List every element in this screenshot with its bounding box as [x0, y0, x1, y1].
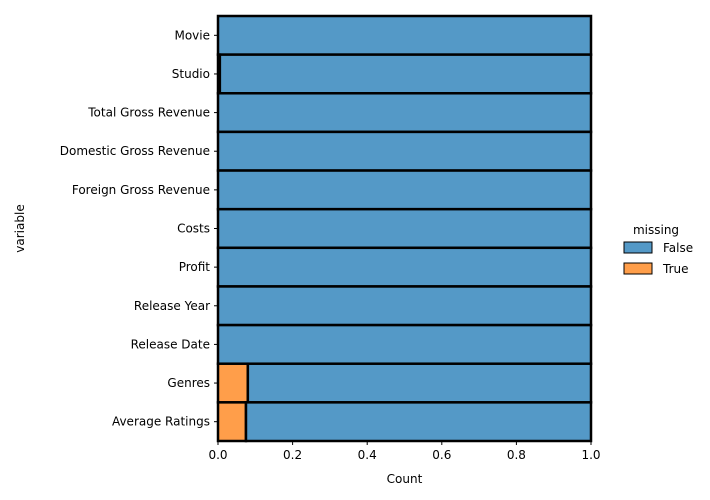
bar-release-year-false [216, 285, 593, 327]
y-tick-label: Release Date [131, 337, 210, 351]
bar-average-ratings-false [244, 401, 593, 443]
bar-costs-false [216, 207, 593, 250]
legend-title: missing [633, 223, 679, 237]
bar-studio-false [218, 53, 593, 95]
y-tick-label: Movie [174, 28, 210, 42]
bars-group [216, 14, 593, 443]
x-axis-label: Count [387, 472, 423, 486]
bar-release-date-false [216, 323, 593, 365]
legend-label-false: False [663, 241, 693, 255]
y-tick-label: Release Year [134, 299, 210, 313]
legend-label-true: True [662, 262, 689, 276]
x-tick-label: 0.8 [507, 448, 526, 462]
bar-profit-false [216, 246, 593, 288]
x-tick-label: 0.2 [283, 448, 302, 462]
bar-domestic-gross-revenue-false [216, 130, 593, 172]
y-tick-label: Domestic Gross Revenue [60, 144, 210, 158]
y-axis-ticks: Movie Studio Total Gross Revenue Domestic G… [60, 28, 218, 429]
legend-swatch-true [623, 262, 653, 275]
x-tick-label: 0.6 [432, 448, 451, 462]
y-axis-label: variable [13, 204, 27, 252]
legend-swatch-false [623, 241, 653, 254]
bar-total-gross-revenue-false [216, 92, 593, 134]
y-tick-label: Total Gross Revenue [87, 106, 210, 120]
x-tick-label: 1.0 [581, 448, 600, 462]
y-tick-label: Average Ratings [112, 415, 210, 429]
y-tick-label: Costs [177, 222, 210, 236]
x-axis-ticks: 0.0 0.2 0.4 0.6 0.8 1.0 [208, 441, 601, 462]
bar-foreign-gross-revenue-false [216, 169, 593, 211]
bar-genres-false [246, 362, 593, 404]
y-tick-label: Foreign Gross Revenue [72, 183, 210, 197]
legend: missing False True [623, 223, 693, 276]
bar-average-ratings-true [216, 401, 248, 443]
y-tick-label: Profit [179, 260, 211, 274]
x-tick-label: 0.0 [208, 448, 227, 462]
x-tick-label: 0.4 [358, 448, 377, 462]
y-tick-label: Studio [172, 67, 210, 81]
bar-movie-false [216, 14, 593, 56]
y-tick-label: Genres [167, 376, 210, 390]
bar-genres-true [216, 362, 250, 404]
